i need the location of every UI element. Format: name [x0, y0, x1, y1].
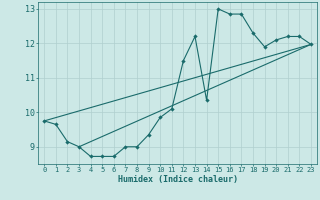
X-axis label: Humidex (Indice chaleur): Humidex (Indice chaleur) — [118, 175, 238, 184]
